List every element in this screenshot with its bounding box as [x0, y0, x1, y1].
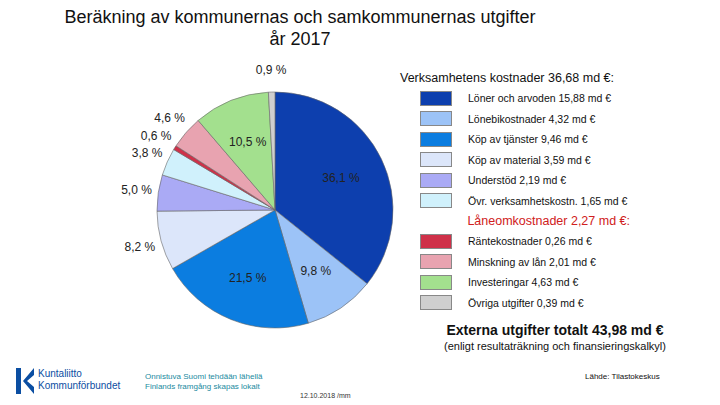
svg-text:3,8 %: 3,8 % [132, 146, 163, 160]
html-text:Verksamhetens kostnader 36,68: Verksamhetens kostnader 36,68 md €: [400, 71, 614, 85]
html-text:Köp av tjänster 9,46 md €: Köp av tjänster 9,46 md € [468, 133, 588, 146]
html-text:Externa utgifter totalt 43,98: Externa utgifter totalt 43,98 md € [446, 322, 664, 338]
html-text:Övriga utgifter 0,39 md €: Övriga utgifter 0,39 md € [468, 296, 584, 309]
html-text:Kuntaliitto: Kuntaliitto [38, 368, 82, 379]
svg-text:9,8 %: 9,8 % [300, 264, 331, 278]
svg-text:10,5 %: 10,5 % [229, 135, 267, 149]
svg-text:0,6 %: 0,6 % [141, 129, 172, 143]
html-text:Räntekostnader 0,26 md €: Räntekostnader 0,26 md € [468, 235, 592, 248]
svg-text:8,2 %: 8,2 % [125, 240, 156, 254]
svg-text:21,5 %: 21,5 % [229, 271, 267, 285]
html-text:Låneomkostnader 2,27 md €:: Låneomkostnader 2,27 md €: [467, 214, 630, 228]
html-text:Lönebikostnader 4,32 md €: Lönebikostnader 4,32 md € [468, 112, 596, 125]
svg-text:5,0 %: 5,0 % [121, 183, 152, 197]
html-text:12.10.2018 /mm: 12.10.2018 /mm [300, 392, 351, 399]
html-text:Minskning av lån 2,01 md €: Minskning av lån 2,01 md € [468, 255, 596, 268]
html-text:Övr. verksamhetskostn. 1,65 md: Övr. verksamhetskostn. 1,65 md € [468, 194, 628, 207]
html-text:Lähde: Tilastokeskus: Lähde: Tilastokeskus [585, 372, 660, 381]
svg-text:4,6 %: 4,6 % [154, 111, 185, 125]
html-text:Löner och arvoden 15,88 md €: Löner och arvoden 15,88 md € [468, 92, 611, 105]
html-text:Finlands framgång skapas lokal: Finlands framgång skapas lokalt [145, 382, 260, 391]
html-text:Understöd 2,19 md €: Understöd 2,19 md € [468, 174, 567, 187]
html-text:Onnistuva Suomi tehdään lähell: Onnistuva Suomi tehdään lähellä [145, 372, 263, 381]
svg-text:36,1 %: 36,1 % [322, 171, 360, 185]
html-text:Beräkning av kommunernas och s: Beräkning av kommunernas och samkommuner… [64, 7, 536, 49]
html-text:Investeringar 4,63 md €: Investeringar 4,63 md € [468, 276, 579, 289]
html-text:Kommunförbundet: Kommunförbundet [38, 380, 121, 391]
html-text:Köp av material 3,59 md €: Köp av material 3,59 md € [468, 153, 591, 166]
html-text:(enligt resultaträkning och fi: (enligt resultaträkning och finansiering… [444, 340, 666, 352]
svg-text:0,9 %: 0,9 % [256, 63, 287, 77]
